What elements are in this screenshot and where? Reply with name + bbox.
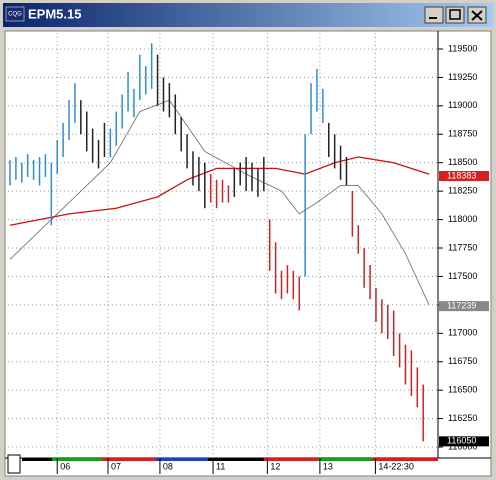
session-strip	[22, 458, 438, 461]
x-tick-label: 07	[111, 461, 121, 471]
y-tick-label: 118000	[448, 214, 477, 224]
close-button[interactable]	[467, 6, 487, 24]
last-value-box	[439, 301, 489, 312]
title-bar	[3, 3, 493, 27]
icon-text: CQG	[8, 12, 22, 18]
y-tick-label: 117500	[448, 271, 477, 281]
y-tick-label: 118750	[448, 129, 477, 139]
x-tick-label: 12	[270, 461, 280, 471]
chart-area	[4, 30, 492, 477]
y-tick-label: 117750	[448, 242, 477, 252]
scroll-box[interactable]	[7, 454, 21, 474]
y-tick-label: 119250	[448, 72, 477, 82]
y-tick-label: 116500	[448, 385, 477, 395]
x-tick-label: 13	[323, 461, 333, 471]
minimize-button[interactable]	[424, 6, 444, 24]
y-tick-label: 116750	[448, 356, 477, 366]
app-icon	[5, 6, 25, 22]
last-value-label: 116050	[447, 436, 476, 446]
last-value-label: 118383	[447, 170, 476, 180]
y-tick-label: 116250	[448, 413, 477, 423]
x-tick-label: 06	[60, 461, 70, 471]
last-value-box	[439, 171, 489, 182]
y-tick-label: 116000	[448, 441, 477, 451]
y-tick-label: 119500	[448, 43, 477, 53]
y-tick-label: 119000	[448, 100, 477, 110]
y-tick-label: 117000	[448, 328, 477, 338]
last-value-label: 117239	[447, 301, 476, 311]
window-title: EPM5.15	[28, 6, 81, 21]
x-tick-label: 11	[216, 461, 225, 471]
x-tick-label: 14-22:30	[378, 461, 414, 471]
y-tick-label: 118500	[448, 157, 477, 167]
last-value-box	[439, 436, 489, 447]
x-tick-label: 08	[163, 461, 173, 471]
maximize-button[interactable]	[445, 6, 465, 24]
y-tick-label: 118250	[448, 186, 477, 196]
